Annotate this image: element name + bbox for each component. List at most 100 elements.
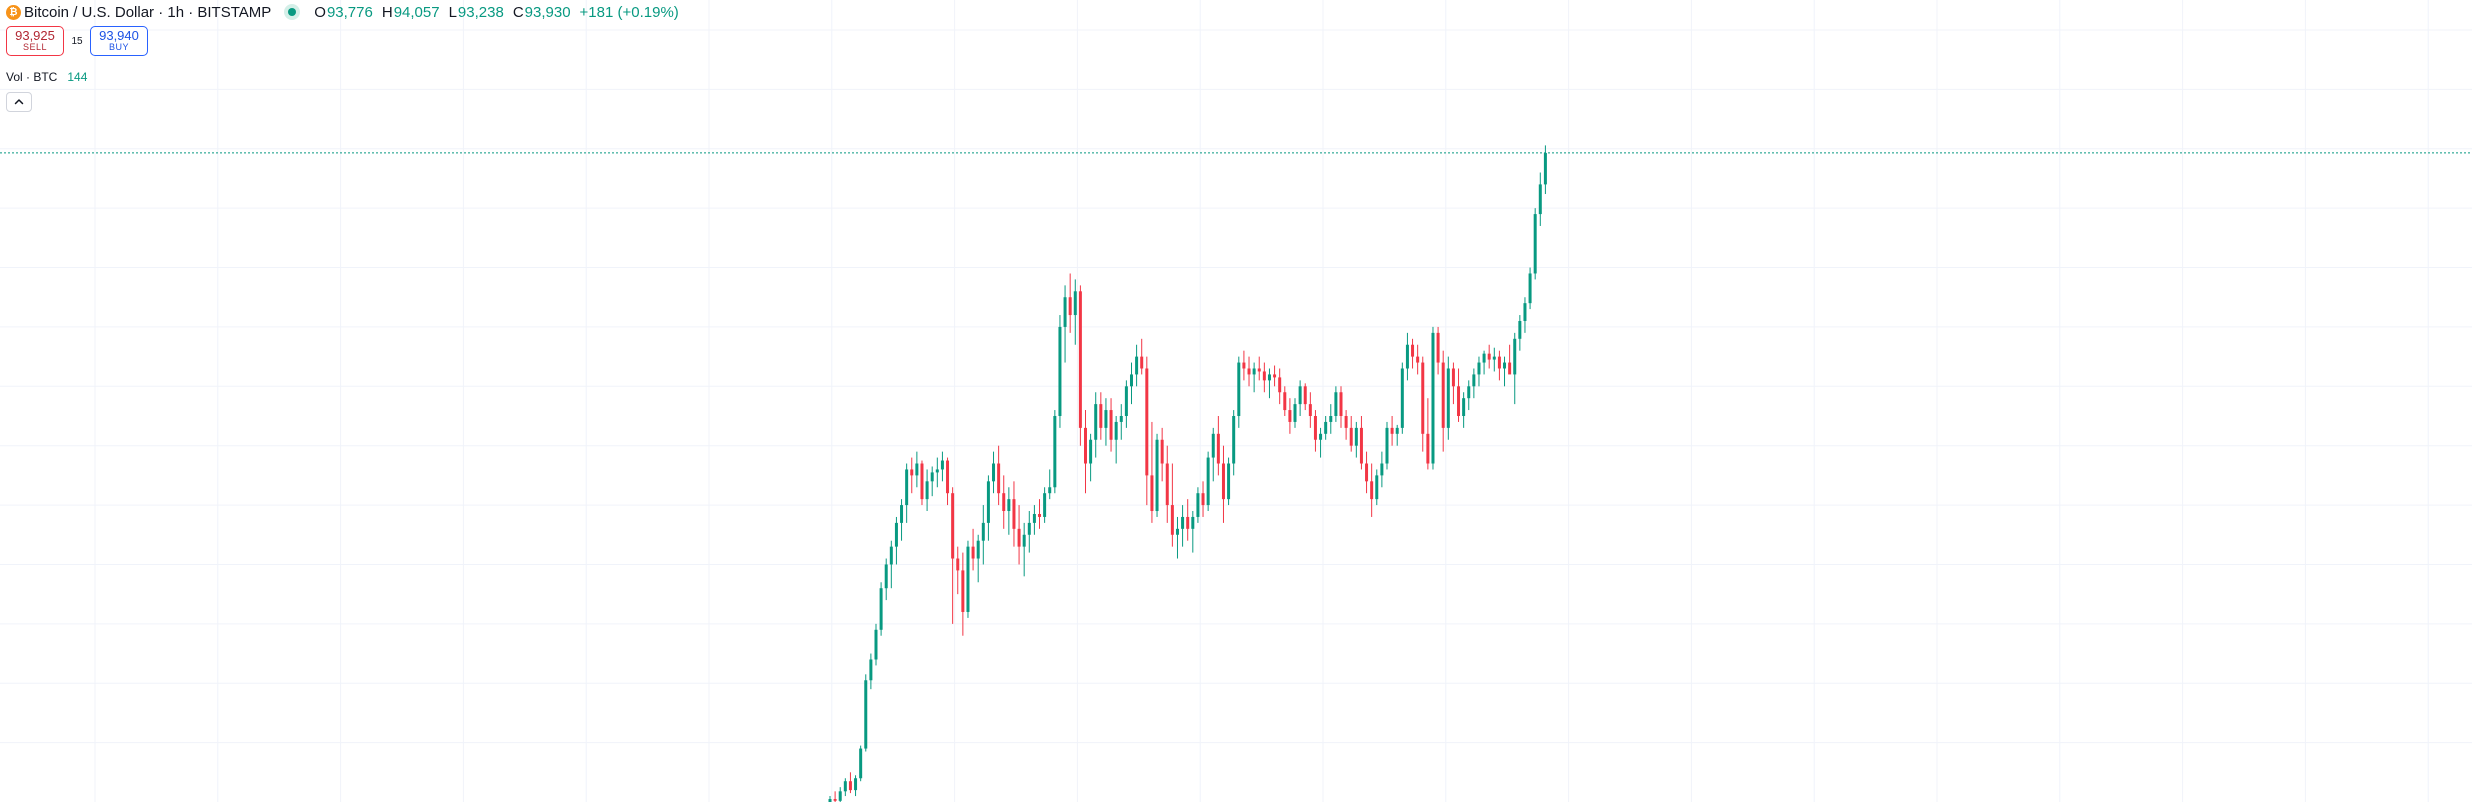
candle-body xyxy=(1262,371,1266,381)
candle xyxy=(966,540,970,618)
candle-body xyxy=(1472,374,1476,387)
bitcoin-icon[interactable]: ₿ xyxy=(6,4,21,20)
candle-body xyxy=(864,680,868,749)
candle xyxy=(1487,344,1491,369)
volume-label: Vol · BTC xyxy=(6,70,58,84)
candle xyxy=(1262,362,1266,393)
low-label: L xyxy=(448,3,457,21)
candle-body xyxy=(920,463,924,500)
candle xyxy=(1257,356,1261,381)
candle-body xyxy=(1186,516,1190,529)
candle xyxy=(833,791,837,802)
candle-body xyxy=(1431,332,1435,464)
candle-body xyxy=(1160,439,1164,464)
candle-body xyxy=(1385,427,1389,464)
candle-body xyxy=(1303,386,1307,405)
buy-label: BUY xyxy=(108,42,129,53)
candle xyxy=(1477,356,1481,387)
market-open-dot-icon[interactable] xyxy=(284,4,301,20)
candle-body xyxy=(1078,291,1082,428)
candle xyxy=(1365,451,1369,494)
candle xyxy=(1063,285,1067,363)
candle-body xyxy=(1359,427,1363,464)
candle-body xyxy=(986,481,990,523)
candle xyxy=(1007,487,1011,535)
candle xyxy=(1513,332,1517,405)
candle xyxy=(1421,356,1425,452)
candle-body xyxy=(1196,493,1200,517)
candle xyxy=(1237,356,1241,428)
candle xyxy=(1175,516,1179,559)
candle-body xyxy=(1247,368,1251,375)
candle xyxy=(951,487,955,624)
candle-body xyxy=(1027,522,1031,535)
candle-body xyxy=(1084,427,1087,464)
collapse-legend-button[interactable] xyxy=(6,92,32,112)
candle-body xyxy=(1135,356,1139,375)
candle xyxy=(1140,338,1144,375)
candle xyxy=(915,451,919,488)
volume-legend[interactable]: Vol · BTC 144 xyxy=(6,70,87,84)
candle xyxy=(1150,421,1154,523)
candle xyxy=(848,772,852,794)
candle-body xyxy=(1165,463,1169,506)
symbol-title[interactable]: Bitcoin / U.S. Dollar · 1h · BITSTAMP xyxy=(24,3,272,21)
candle-body xyxy=(961,570,965,612)
candle xyxy=(859,745,863,782)
candle xyxy=(1048,469,1052,500)
candle-body xyxy=(1099,404,1103,428)
candle xyxy=(1078,285,1082,446)
candlestick-series xyxy=(828,145,1547,802)
candle-body xyxy=(1324,421,1328,434)
candle xyxy=(894,516,898,565)
candle xyxy=(869,653,873,690)
candle-body xyxy=(976,540,980,559)
candle-body xyxy=(1528,273,1532,304)
candle-body xyxy=(1175,528,1179,535)
candle xyxy=(884,558,888,601)
candle-body xyxy=(1523,303,1527,321)
sell-button[interactable]: 93,925 SELL xyxy=(6,26,64,56)
candle-body xyxy=(1002,493,1006,512)
buy-button[interactable]: 93,940 BUY xyxy=(90,26,148,56)
candle xyxy=(1503,356,1507,387)
candle-body xyxy=(1094,404,1098,440)
candle xyxy=(828,796,832,802)
candle xyxy=(1518,315,1522,351)
candle xyxy=(1344,410,1348,440)
candle xyxy=(1508,344,1512,375)
candle-body xyxy=(869,659,873,681)
candle-body xyxy=(1257,368,1261,372)
candle xyxy=(910,457,914,494)
candle-body xyxy=(1482,353,1486,363)
candle-body xyxy=(915,463,919,476)
candle-body xyxy=(1477,362,1481,375)
candle-body xyxy=(1048,487,1052,494)
candle xyxy=(1380,451,1384,488)
candle xyxy=(1032,505,1036,535)
chevron-up-icon xyxy=(14,99,24,105)
candle-body xyxy=(1237,362,1241,416)
candle-body xyxy=(1232,416,1236,464)
candle xyxy=(889,540,893,589)
candle xyxy=(1446,356,1450,440)
high-value: 94,057 xyxy=(393,3,440,21)
candle-body xyxy=(1370,481,1374,500)
candle-body xyxy=(1181,516,1185,529)
candle-body xyxy=(1114,421,1118,440)
candle xyxy=(1523,297,1527,333)
candle xyxy=(1242,350,1246,381)
candle-body xyxy=(1140,356,1144,369)
candle-body xyxy=(828,799,832,802)
candle-body xyxy=(925,481,929,500)
candle-body xyxy=(1503,362,1507,369)
candle xyxy=(1191,511,1195,553)
candle-body xyxy=(1421,362,1425,434)
candle xyxy=(1216,416,1220,476)
candle xyxy=(1293,398,1297,428)
candle xyxy=(1324,416,1328,440)
candle-body xyxy=(1038,513,1042,517)
candle-body xyxy=(1543,152,1547,185)
candle-body xyxy=(1252,368,1256,375)
